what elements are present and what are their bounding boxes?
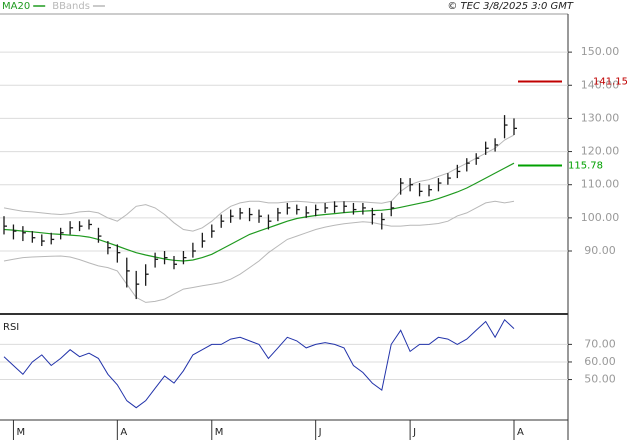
x-tick-label: M — [16, 427, 25, 438]
rsi-line — [3, 318, 515, 409]
x-tick-label: J — [412, 427, 416, 438]
y-tick-label: 90.00 — [584, 244, 616, 257]
legend-label: MA20 — [2, 1, 30, 12]
y-tick-label: 110.00 — [581, 178, 620, 191]
rsi-title: RSI — [3, 322, 19, 333]
y-tick-label: 140.00 — [581, 78, 620, 91]
bband-upper — [3, 134, 515, 232]
x-tick-label: J — [318, 427, 322, 438]
price-marker-label: 141.15 — [593, 76, 627, 87]
ma20-line — [3, 162, 515, 262]
x-tick-label: A — [517, 427, 524, 438]
x-tick-label: A — [120, 427, 127, 438]
x-tick-label: M — [215, 427, 224, 438]
copyright: © TEC 3/8/2025 3:0 GMT — [447, 1, 574, 12]
y-tick-label: 150.00 — [581, 45, 620, 58]
y-tick-label: 50.00 — [584, 373, 616, 386]
y-tick-label: 120.00 — [581, 145, 620, 158]
bband-lower — [3, 200, 515, 303]
y-tick-label: 60.00 — [584, 355, 616, 368]
price-marker-label: 115.78 — [568, 161, 603, 172]
legend-label: BBands — [52, 1, 90, 12]
y-tick-label: 130.00 — [581, 111, 620, 124]
y-tick-label: 70.00 — [584, 337, 616, 350]
y-tick-label: 100.00 — [581, 211, 620, 224]
